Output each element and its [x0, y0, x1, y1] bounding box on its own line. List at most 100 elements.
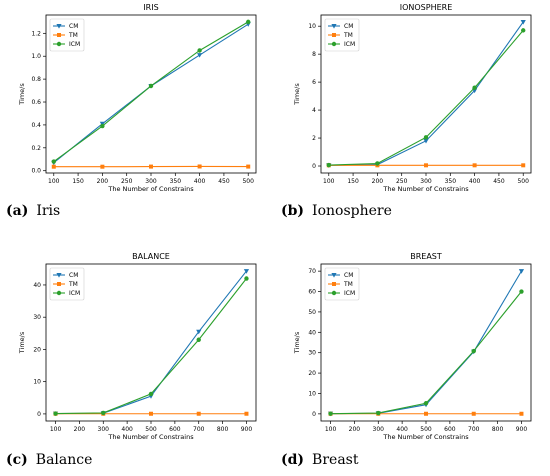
y-tick-label: 1.0	[31, 53, 41, 60]
y-tick-label: 0.6	[31, 99, 41, 106]
data-point	[521, 28, 526, 33]
caption-letter: (b)	[281, 203, 305, 219]
data-point	[51, 159, 56, 164]
caption-text: Iris	[36, 203, 61, 219]
x-tick-label: 700	[468, 426, 480, 433]
data-point	[148, 83, 154, 89]
y-tick-label: 4	[312, 107, 316, 114]
chart-panel-breast: BREAST 100 200 300 400 500 600 700 800 900 0 10 20 30…	[275, 238, 550, 476]
y-axis-label: Time/s	[293, 83, 301, 106]
legend-label: TM	[343, 32, 353, 39]
data-point	[424, 411, 428, 416]
series-tm	[51, 164, 251, 169]
data-point	[424, 163, 428, 168]
legend-label: ICM	[344, 41, 355, 48]
legend-label: TM	[68, 281, 78, 288]
legend-label: CM	[69, 272, 78, 279]
caption-letter: (a)	[6, 203, 29, 219]
y-tick-label: 0	[37, 411, 41, 418]
x-tick-label: 500	[145, 426, 157, 433]
legend-marker	[331, 24, 337, 29]
x-tick-label: 500	[420, 426, 432, 433]
y-tick-label: 0	[312, 411, 316, 418]
data-point	[149, 411, 153, 416]
x-tick-label: 600	[169, 426, 181, 433]
series-line	[330, 291, 522, 415]
x-tick-label: 250	[121, 178, 133, 185]
data-point	[53, 411, 58, 416]
data-point	[197, 53, 203, 58]
x-tick-label: 400	[469, 178, 481, 185]
caption-text: Ionosphere	[312, 203, 392, 219]
x-tick-label: 300	[373, 426, 385, 433]
y-tick-label: 20	[33, 346, 41, 353]
y-tick-label: 50	[308, 309, 316, 316]
y-tick-label: 10	[308, 23, 316, 30]
legend-marker	[331, 41, 337, 47]
legend-label: CM	[344, 272, 353, 279]
legend-label: TM	[68, 32, 78, 39]
x-tick-label: 400	[194, 178, 206, 185]
legend-entry-icm: ICM	[53, 290, 80, 297]
data-point	[246, 19, 251, 25]
x-tick-label: 200	[97, 178, 109, 185]
data-point	[100, 164, 105, 169]
x-tick-label: 100	[325, 426, 337, 433]
x-tick-label: 400	[396, 426, 408, 433]
data-point	[101, 410, 106, 416]
x-tick-label: 250	[396, 178, 408, 185]
legend-marker	[56, 290, 62, 296]
chart-panel-iris: IRIS 100 150 200 250 300 350 400 450 500 0.0 0.2 0.4…	[0, 0, 275, 238]
data-point	[244, 411, 249, 416]
x-tick-label: 500	[517, 178, 529, 185]
y-tick-label: 20	[308, 370, 316, 377]
data-point	[197, 48, 202, 53]
data-point	[246, 164, 251, 169]
x-tick-label: 300	[420, 178, 432, 185]
x-tick-label: 200	[349, 426, 361, 433]
x-tick-label: 150	[347, 178, 359, 185]
chart-balance: BALANCE 100 200 300 400 500 600 700 800 900 0 10 20 3…	[18, 252, 257, 441]
data-point	[472, 163, 477, 168]
legend-marker	[56, 41, 62, 47]
series-icm	[51, 19, 251, 164]
legend-marker	[331, 290, 337, 296]
legend-label: ICM	[69, 41, 80, 48]
data-point	[148, 391, 154, 397]
legend-label: TM	[343, 281, 353, 288]
series-icm	[326, 28, 526, 168]
data-point	[521, 163, 526, 168]
x-tick-label: 350	[170, 178, 182, 185]
data-point	[244, 276, 249, 281]
data-point	[376, 410, 381, 416]
x-tick-label: 500	[242, 178, 254, 185]
legend-entry-icm: ICM	[328, 41, 355, 48]
legend-entry-cm: CM	[53, 23, 78, 30]
x-tick-label: 800	[492, 426, 504, 433]
caption-letter: (d)	[281, 452, 305, 468]
data-point	[519, 289, 524, 294]
x-tick-label: 150	[72, 178, 84, 185]
data-point	[519, 411, 524, 416]
x-tick-label: 350	[445, 178, 457, 185]
data-point	[471, 411, 476, 416]
x-tick-label: 450	[493, 178, 505, 185]
x-tick-label: 400	[121, 426, 133, 433]
legend-entry-cm: CM	[328, 23, 353, 30]
data-point	[328, 411, 333, 416]
legend-marker	[57, 33, 61, 37]
x-tick-label: 800	[217, 426, 229, 433]
y-tick-label: 8	[312, 51, 316, 58]
x-axis-label: The Number of Constrains	[107, 433, 194, 441]
legend: CM TM ICM	[324, 267, 360, 301]
x-tick-label: 100	[50, 426, 62, 433]
x-tick-label: 900	[516, 426, 528, 433]
legend-marker	[332, 282, 336, 286]
y-tick-label: 40	[308, 329, 316, 336]
data-point	[520, 19, 526, 25]
y-tick-label: 30	[308, 350, 316, 357]
x-tick-label: 100	[48, 178, 60, 185]
legend-marker	[57, 282, 61, 286]
y-tick-label: 0	[312, 163, 316, 170]
legend-label: CM	[69, 23, 78, 30]
